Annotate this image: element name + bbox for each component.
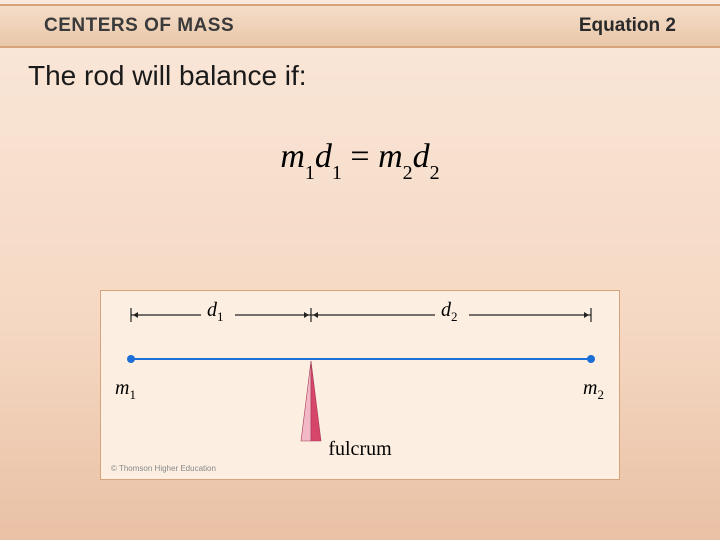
label-m1: m1 — [115, 377, 136, 403]
copyright-text: © Thomson Higher Education — [111, 464, 216, 473]
label-m1-sym: m — [115, 377, 129, 399]
label-fulcrum: fulcrum — [328, 438, 391, 461]
header-bar: CENTERS OF MASS Equation 2 — [0, 4, 720, 48]
header-equation-label: Equation 2 — [579, 15, 676, 37]
label-m2-sym: m — [583, 377, 597, 399]
eq-m1: m — [280, 138, 305, 175]
label-d2-sym: d — [441, 299, 451, 321]
label-m2: m2 — [583, 377, 604, 403]
diagram-box: m1 m2 d1 d2 fulcrum © Thomson Higher Edu… — [100, 290, 620, 480]
eq-d2: d — [413, 138, 430, 175]
eq-d1: d — [315, 138, 332, 175]
balance-equation: m1d1 = m2d2 — [0, 138, 720, 181]
label-d2-sub: 2 — [451, 309, 458, 324]
label-m2-sub: 2 — [597, 387, 604, 402]
label-d2: d2 — [441, 299, 458, 325]
eq-m2-sub: 2 — [403, 162, 413, 184]
label-d1-sub: 1 — [217, 309, 224, 324]
eq-d2-sub: 2 — [430, 162, 440, 184]
header-title: CENTERS OF MASS — [44, 15, 234, 37]
intro-text: The rod will balance if: — [28, 60, 307, 92]
label-d1-sym: d — [207, 299, 217, 321]
label-d1: d1 — [207, 299, 224, 325]
eq-m1-sub: 1 — [305, 162, 315, 184]
label-m1-sub: 1 — [129, 387, 136, 402]
eq-d1-sub: 1 — [332, 162, 342, 184]
eq-equals: = — [342, 138, 378, 175]
eq-m2: m — [378, 138, 403, 175]
